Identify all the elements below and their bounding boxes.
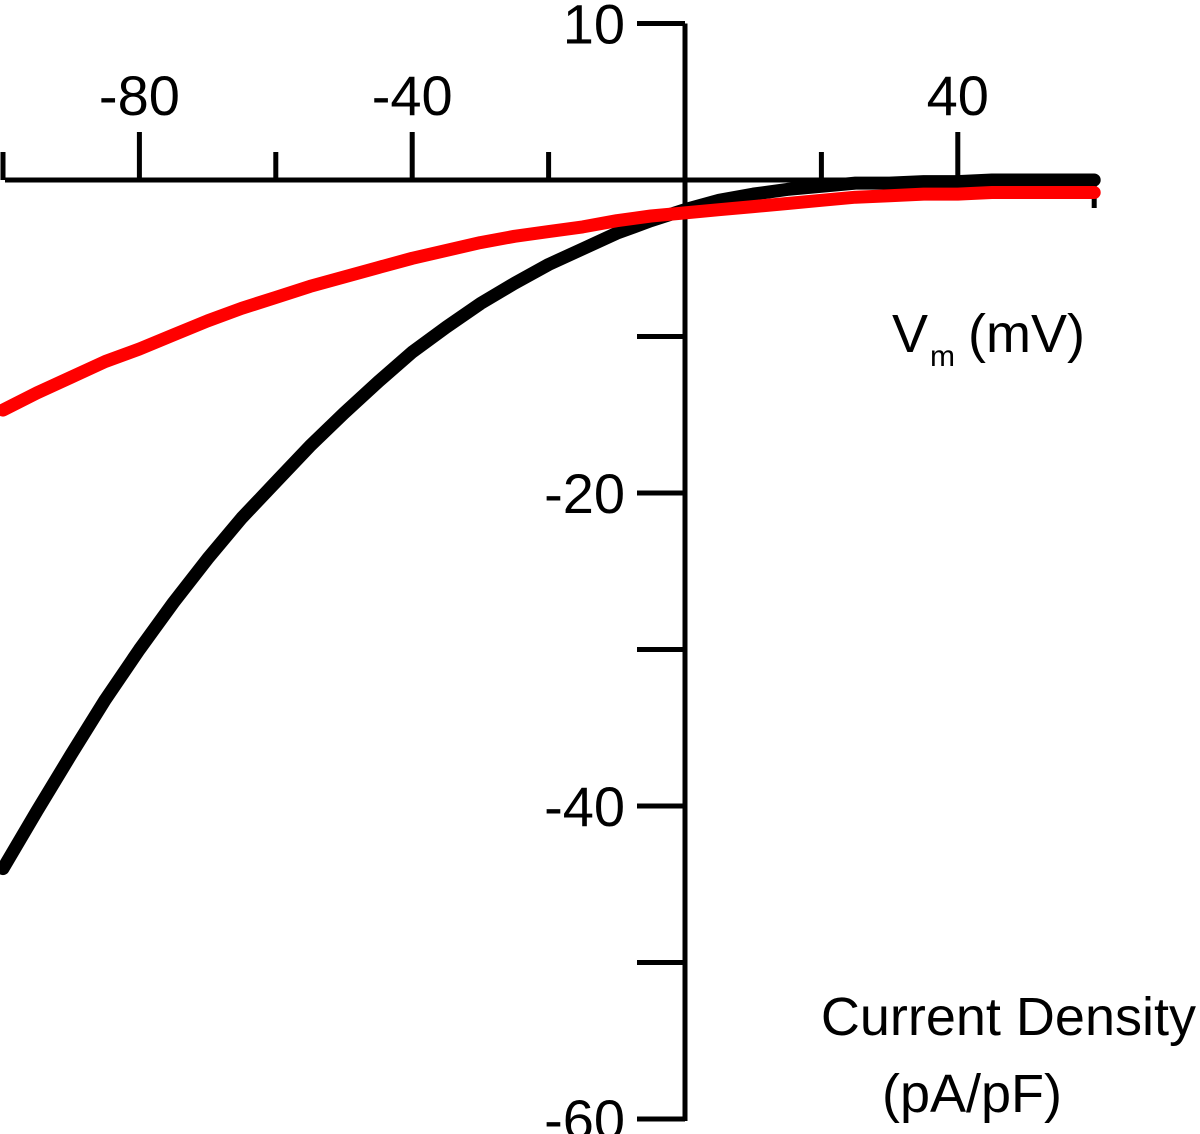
ticks: -80 -40 40 10 -20 -40 -60	[0, 0, 1097, 1134]
series-line-2	[0, 186, 1101, 417]
y-tick-label: -60	[544, 1088, 625, 1134]
x-tick-label: -40	[372, 64, 453, 127]
x-axis-label-subscript: m	[930, 340, 955, 373]
x-axis-label-main: V	[892, 304, 928, 364]
y-tick-label: -20	[544, 462, 625, 525]
axis-labels: V m (mV) Current Density (pA/pF)	[821, 304, 1196, 1124]
x-axis-label-unit: (mV)	[968, 304, 1085, 364]
data-series	[0, 173, 1101, 876]
y-axis-label-line2: (pA/pF)	[882, 1064, 1062, 1124]
series-line-1	[0, 173, 1101, 876]
x-tick-label: -80	[99, 64, 180, 127]
y-tick-label: -40	[544, 775, 625, 838]
x-tick-label: 40	[927, 64, 989, 127]
y-axis-label-line1: Current Density	[821, 987, 1196, 1047]
y-tick-label: 10	[563, 0, 625, 56]
